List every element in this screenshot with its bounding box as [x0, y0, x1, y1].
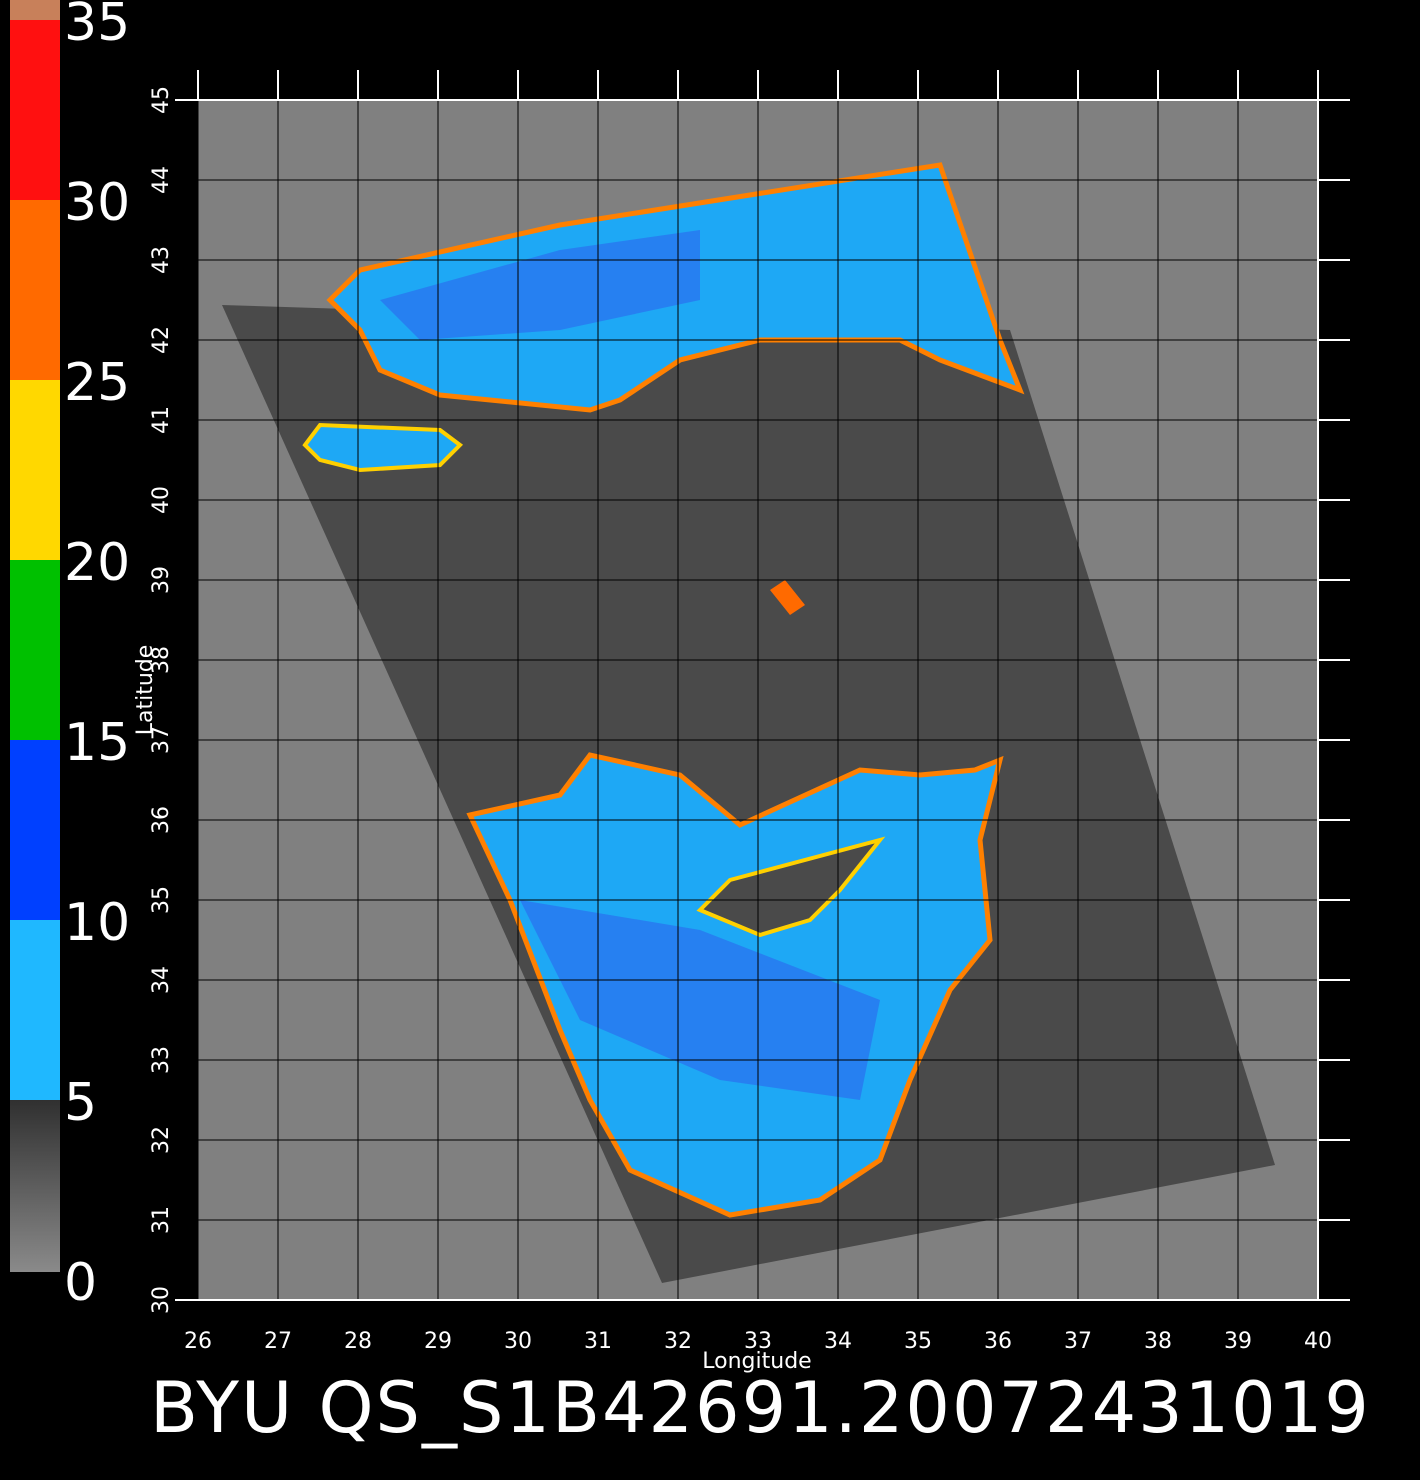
colorbar-tick-label: 10: [64, 893, 130, 953]
sea-shade: [380, 230, 700, 340]
y-tick-label: 45: [149, 86, 174, 114]
x-tick-label: 38: [1144, 1329, 1172, 1354]
x-tick-label: 27: [264, 1329, 292, 1354]
y-tick-label: 41: [149, 406, 174, 434]
y-tick-label: 42: [149, 326, 174, 354]
y-tick-label: 30: [149, 1286, 174, 1314]
x-tick-label: 39: [1224, 1329, 1252, 1354]
x-tick-label: 33: [744, 1329, 772, 1354]
patch: [770, 580, 805, 615]
colorbar-tick-label: 20: [64, 533, 130, 593]
x-tick-label: 37: [1064, 1329, 1092, 1354]
colorbar-tick-label: 0: [64, 1253, 97, 1313]
y-tick-label: 44: [149, 166, 174, 194]
y-axis-label: Latitude: [133, 645, 158, 736]
y-tick-label: 31: [149, 1206, 174, 1234]
colorbar-segment: [10, 1100, 60, 1272]
colorbar-segment: [10, 20, 60, 200]
colorbar-segment: [10, 380, 60, 560]
y-tick-label: 34: [149, 966, 174, 994]
y-tick-label: 38: [149, 646, 174, 674]
y-tick-label: 43: [149, 246, 174, 274]
x-tick-label: 32: [664, 1329, 692, 1354]
colorbar-segment: [10, 200, 60, 380]
swath: [222, 305, 1275, 1283]
colorbar-segment: [10, 0, 60, 20]
colorbar-segment: [10, 740, 60, 920]
x-tick-label: 35: [904, 1329, 932, 1354]
colorbar-tick-label: 5: [64, 1073, 97, 1133]
y-tick-label: 33: [149, 1046, 174, 1074]
colorbar-tick-label: 30: [64, 173, 130, 233]
y-tick-label: 32: [149, 1126, 174, 1154]
colorbar-tick-label: 35: [64, 0, 130, 53]
sea-shade: [520, 900, 880, 1100]
colorbar-segment: [10, 920, 60, 1100]
y-tick-label: 37: [149, 726, 174, 754]
x-tick-label: 30: [504, 1329, 532, 1354]
y-tick-label: 39: [149, 566, 174, 594]
y-tick-label: 36: [149, 806, 174, 834]
colorbar: 0 5 10 15 20 25 30 35: [10, 0, 130, 1313]
x-tick-label: 26: [184, 1329, 212, 1354]
cyprus: [696, 836, 886, 938]
colorbar-tick-label: 15: [64, 713, 130, 773]
y-tick-label: 40: [149, 486, 174, 514]
marmara-sea: [302, 422, 464, 473]
x-tick-label: 28: [344, 1329, 372, 1354]
x-tick-label: 29: [424, 1329, 452, 1354]
x-tick-label: 36: [984, 1329, 1012, 1354]
x-tick-label: 34: [824, 1329, 852, 1354]
colorbar-tick-label: 25: [64, 353, 130, 413]
title: BYU QS_S1B42691.20072431019: [150, 1367, 1371, 1449]
x-axis-label: Longitude: [702, 1349, 811, 1374]
y-tick-label: 35: [149, 886, 174, 914]
x-tick-label: 31: [584, 1329, 612, 1354]
colorbar-segment: [10, 560, 60, 740]
ticks: 26 27 28 29 30 31 32 33 34 35 36 37 38 39 40 30 31 32 33 34…: [149, 70, 1350, 1354]
x-tick-label: 40: [1304, 1329, 1332, 1354]
